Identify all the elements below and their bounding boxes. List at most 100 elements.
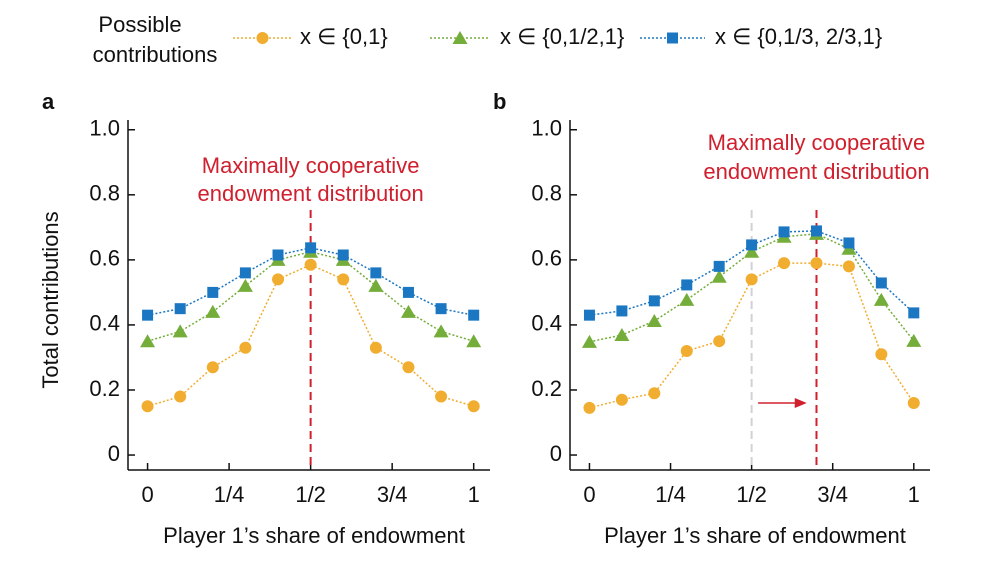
point (468, 309, 480, 321)
annotation: endowment distribution (198, 181, 424, 206)
point (616, 305, 628, 317)
point (205, 304, 221, 318)
point (466, 334, 482, 348)
point (239, 267, 251, 279)
x-axis-label: Player 1’s share of endowment (163, 523, 465, 548)
series-line (147, 247, 474, 316)
legend-marker (667, 32, 678, 44)
point (778, 257, 791, 270)
series-line (589, 233, 915, 343)
point (370, 267, 382, 279)
point (713, 260, 725, 272)
x-tick-label: 0 (583, 482, 595, 507)
point (711, 269, 727, 283)
point (614, 328, 630, 342)
point (875, 348, 888, 361)
legend-label: x ∈ {0,1} (300, 24, 388, 49)
point (680, 344, 693, 357)
point (581, 334, 597, 348)
point (648, 295, 660, 307)
x-tick-label: 1 (908, 482, 920, 507)
legend-label: x ∈ {0,1/3, 2/3,1} (715, 24, 882, 49)
point (435, 303, 447, 315)
x-tick-label: 3/4 (377, 482, 408, 507)
legend-marker (256, 32, 269, 44)
point (810, 257, 823, 270)
x-tick-label: 1/4 (655, 482, 686, 507)
point (681, 279, 693, 291)
y-axis-label: Total contributions (38, 211, 63, 388)
y-tick-label: 0.6 (89, 246, 120, 271)
x-tick-label: 1 (468, 482, 480, 507)
point (906, 333, 922, 347)
annotation: Maximally cooperative (708, 130, 926, 155)
point (337, 273, 350, 286)
point (907, 396, 920, 409)
legend-marker (452, 31, 468, 44)
point (583, 401, 596, 414)
y-tick-label: 0.4 (531, 311, 562, 336)
x-axis-label: Player 1’s share of endowment (604, 523, 906, 548)
point (646, 314, 662, 328)
point (402, 361, 415, 374)
point (207, 286, 219, 298)
arrow-head (794, 397, 807, 408)
annotation: endowment distribution (703, 159, 929, 184)
annotation: Maximally cooperative (202, 153, 420, 178)
point (843, 237, 855, 249)
x-tick-label: 1/2 (736, 482, 767, 507)
y-tick-label: 1.0 (89, 116, 120, 141)
point (337, 249, 349, 261)
panel-label: b (493, 89, 506, 114)
y-tick-label: 1.0 (531, 116, 562, 141)
point (615, 393, 628, 406)
point (648, 387, 661, 400)
panel-label: a (42, 89, 55, 114)
point (402, 286, 414, 298)
point (810, 225, 822, 237)
point (433, 324, 449, 338)
point (400, 304, 416, 318)
y-tick-label: 0.2 (89, 376, 120, 401)
y-tick-label: 0.4 (89, 311, 120, 336)
y-tick-label: 0.8 (531, 181, 562, 206)
point (908, 307, 920, 319)
point (142, 309, 154, 321)
legend-label: x ∈ {0,1/2,1} (500, 24, 624, 49)
point (272, 273, 285, 286)
point (873, 292, 889, 306)
y-tick-label: 0.6 (531, 246, 562, 271)
legend-title: contributions (93, 42, 218, 67)
x-tick-label: 3/4 (817, 482, 848, 507)
point (304, 258, 317, 271)
point (272, 249, 284, 261)
point (746, 239, 758, 251)
point (744, 244, 760, 258)
point (713, 335, 726, 348)
x-tick-label: 0 (141, 482, 153, 507)
point (679, 292, 695, 306)
x-tick-label: 1/2 (295, 482, 326, 507)
point (305, 242, 317, 254)
point (842, 260, 855, 273)
point (172, 324, 188, 338)
point (467, 400, 480, 413)
point (369, 341, 382, 354)
y-tick-label: 0 (108, 441, 120, 466)
y-tick-label: 0.8 (89, 181, 120, 206)
x-tick-label: 1/4 (214, 482, 245, 507)
point (583, 309, 595, 321)
legend-title: Possible (98, 12, 181, 37)
point (435, 390, 448, 403)
point (239, 341, 252, 354)
point (237, 278, 253, 292)
point (174, 390, 187, 403)
point (206, 361, 219, 374)
point (875, 277, 887, 289)
y-tick-label: 0 (550, 441, 562, 466)
point (141, 400, 154, 413)
point (368, 278, 384, 292)
point (140, 334, 156, 348)
y-tick-label: 0.2 (531, 376, 562, 401)
